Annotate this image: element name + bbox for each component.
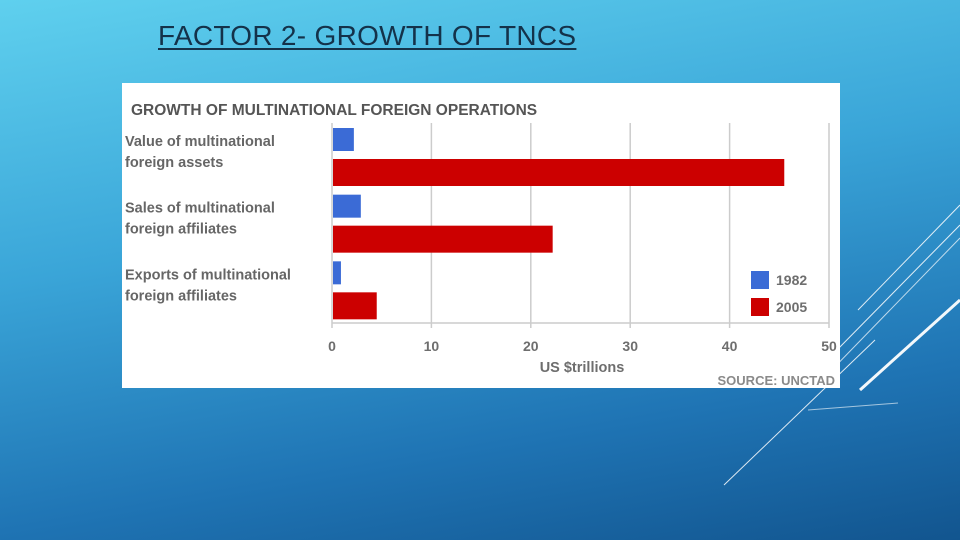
x-tick-label: 50 (821, 338, 837, 354)
x-tick-label: 20 (523, 338, 539, 354)
slide-title: FACTOR 2- GROWTH OF TNCS (158, 20, 577, 51)
bar-1982 (333, 194, 361, 218)
bar-2005 (333, 225, 553, 253)
x-axis-label: US $trillions (540, 360, 625, 376)
bar-chart: GROWTH OF MULTINATIONAL FOREIGN OPERATIO… (125, 102, 837, 388)
bar-1982 (333, 261, 341, 285)
x-tick-label: 40 (722, 338, 738, 354)
chart-panel: GROWTH OF MULTINATIONAL FOREIGN OPERATIO… (122, 83, 840, 388)
x-tick-label: 10 (424, 338, 440, 354)
category-label: Exports of multinational foreign affiliat… (125, 267, 291, 304)
legend-swatch-2005 (751, 298, 769, 316)
bar-2005 (333, 159, 785, 186)
category-label: Value of multinational foreign assets (125, 134, 275, 171)
legend-label: 1982 (776, 272, 807, 288)
x-tick-label: 0 (328, 338, 336, 354)
x-tick-label: 30 (622, 338, 638, 354)
legend-label: 2005 (776, 299, 807, 315)
bar-2005 (333, 292, 377, 320)
legend-swatch-1982 (751, 271, 769, 289)
bar-1982 (333, 128, 354, 151)
chart-title: GROWTH OF MULTINATIONAL FOREIGN OPERATIO… (131, 102, 537, 119)
category-label: Sales of multinational foreign affiliates (125, 201, 275, 238)
source-note: SOURCE: UNCTAD (718, 373, 835, 388)
